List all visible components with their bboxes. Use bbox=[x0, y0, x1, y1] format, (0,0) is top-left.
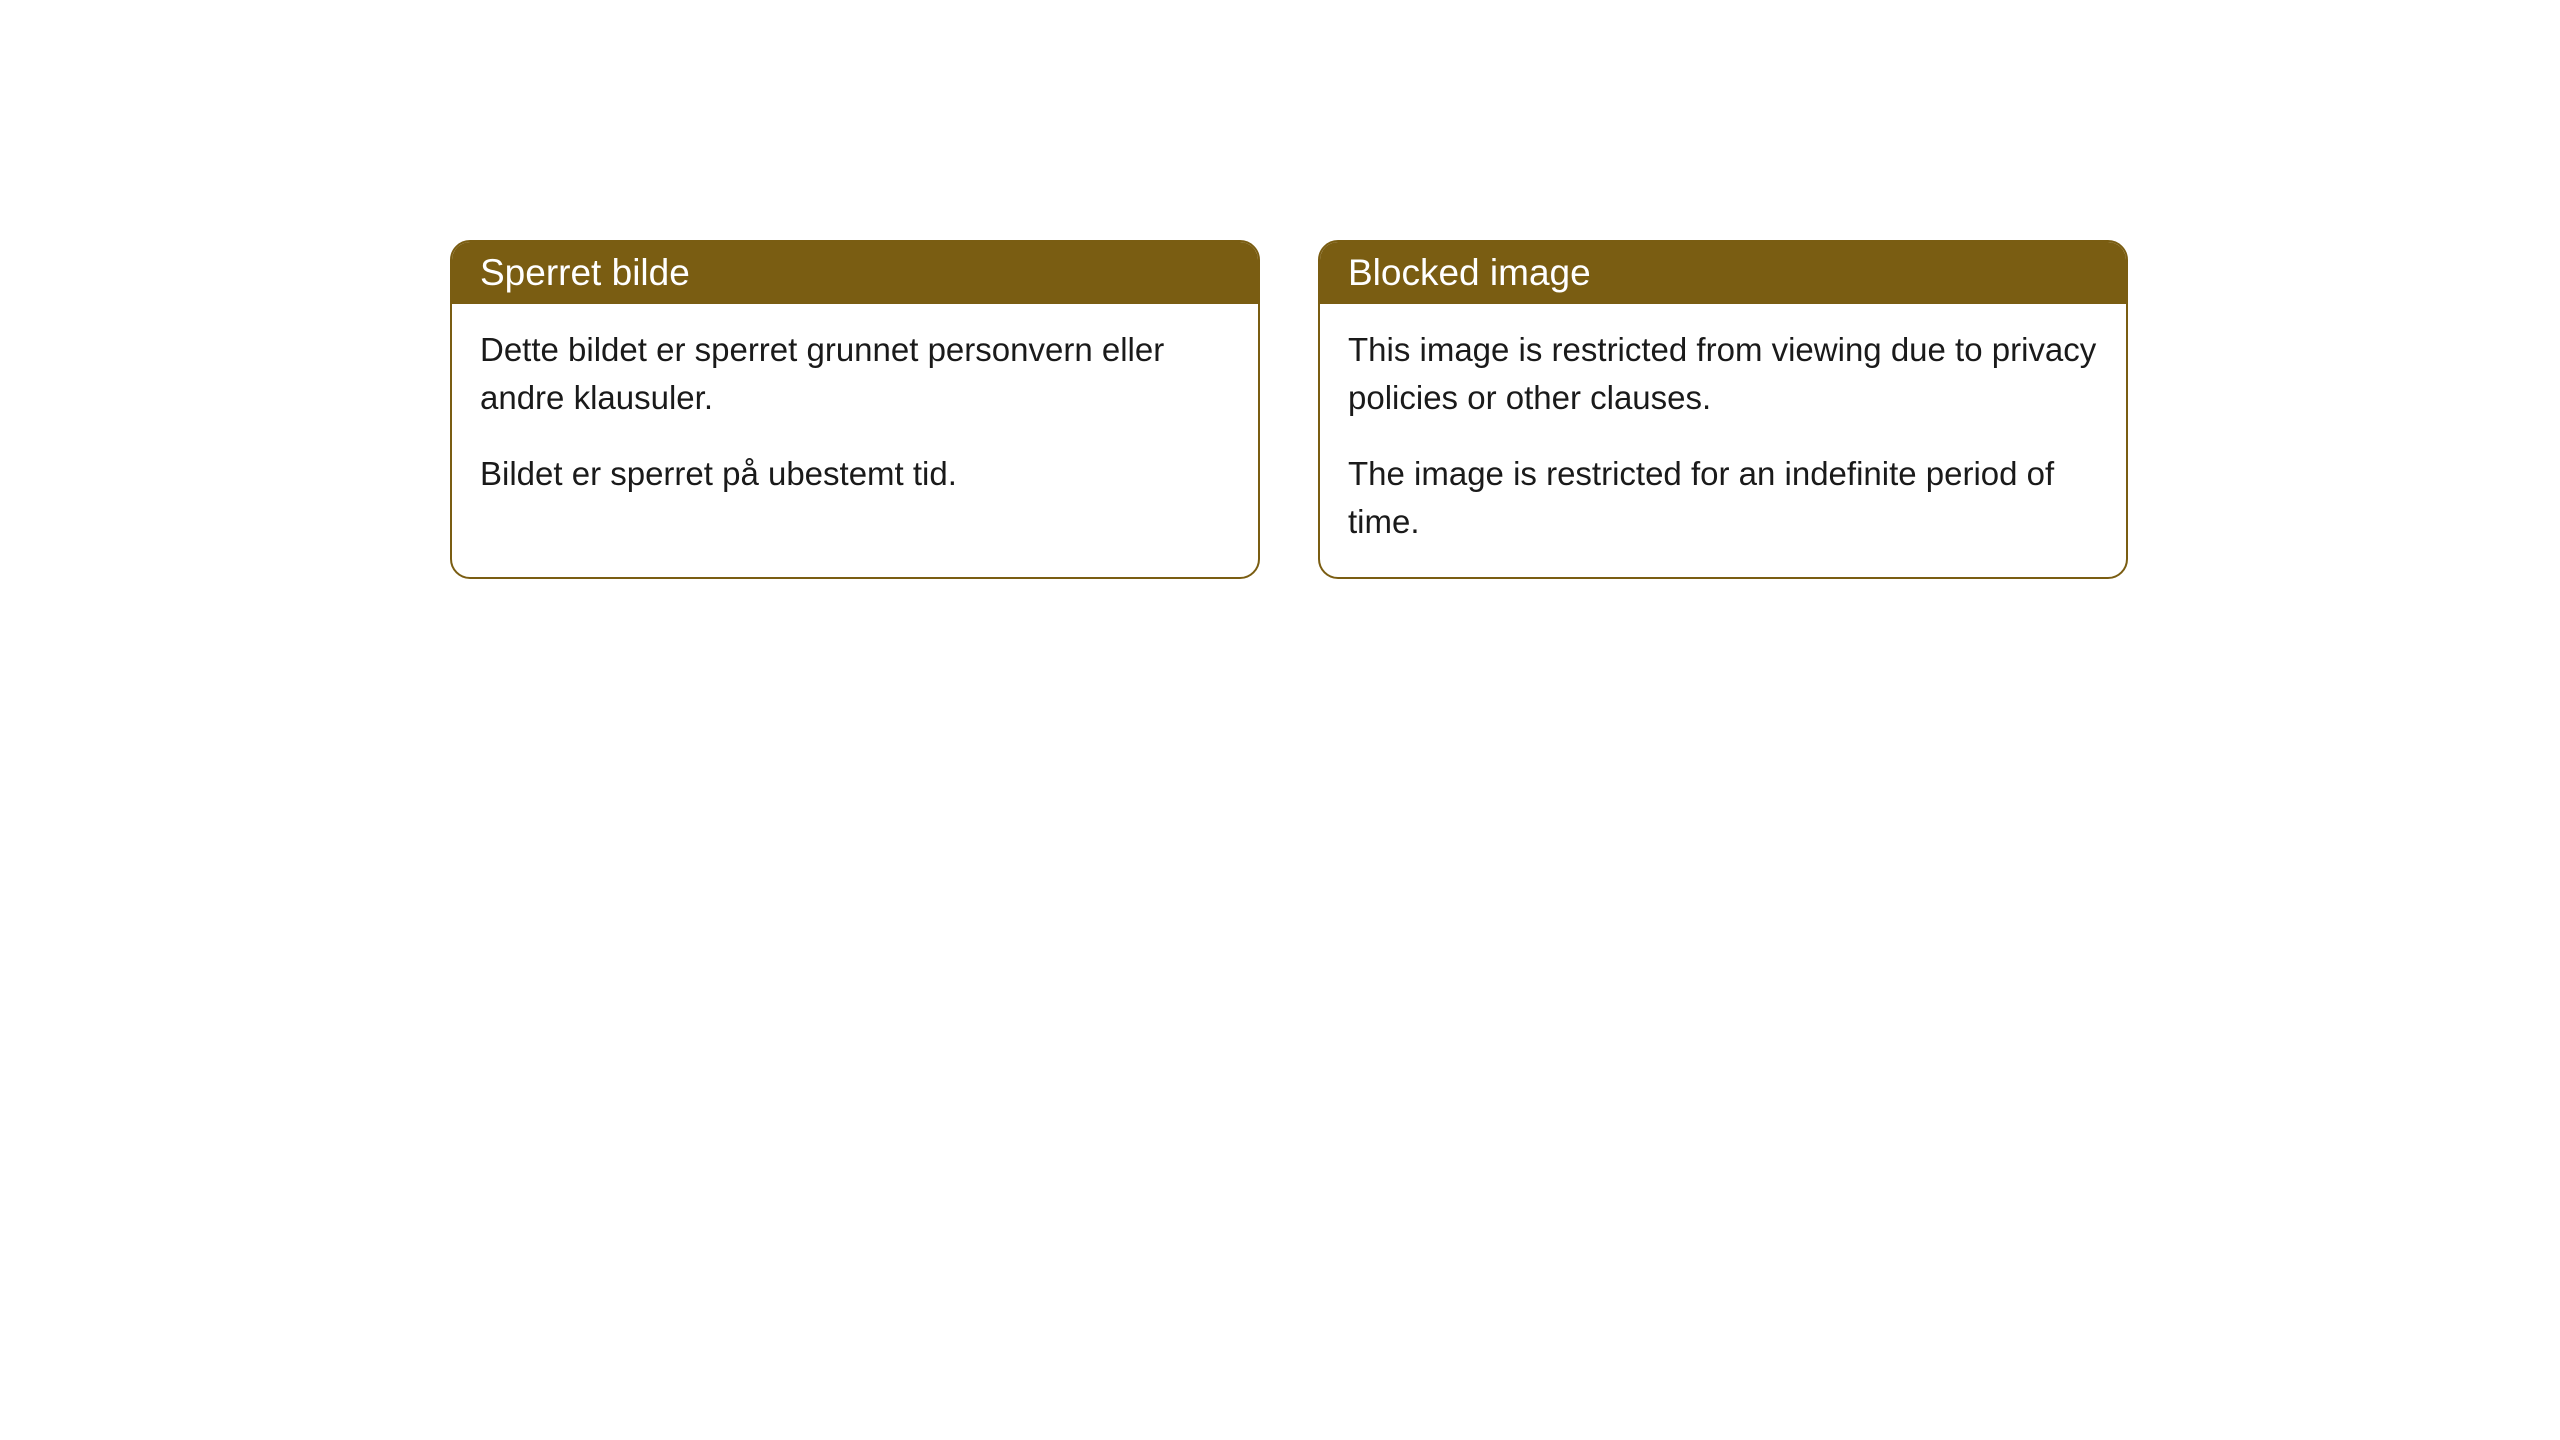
notice-paragraph: The image is restricted for an indefinit… bbox=[1348, 450, 2098, 546]
notice-card-norwegian: Sperret bilde Dette bildet er sperret gr… bbox=[450, 240, 1260, 579]
notice-title: Blocked image bbox=[1348, 252, 1591, 293]
notice-paragraph: This image is restricted from viewing du… bbox=[1348, 326, 2098, 422]
notice-body-norwegian: Dette bildet er sperret grunnet personve… bbox=[452, 304, 1258, 530]
notice-paragraph: Dette bildet er sperret grunnet personve… bbox=[480, 326, 1230, 422]
notice-paragraph: Bildet er sperret på ubestemt tid. bbox=[480, 450, 1230, 498]
notice-cards-container: Sperret bilde Dette bildet er sperret gr… bbox=[450, 240, 2128, 579]
notice-header-norwegian: Sperret bilde bbox=[452, 242, 1258, 304]
notice-card-english: Blocked image This image is restricted f… bbox=[1318, 240, 2128, 579]
notice-header-english: Blocked image bbox=[1320, 242, 2126, 304]
notice-body-english: This image is restricted from viewing du… bbox=[1320, 304, 2126, 577]
notice-title: Sperret bilde bbox=[480, 252, 690, 293]
